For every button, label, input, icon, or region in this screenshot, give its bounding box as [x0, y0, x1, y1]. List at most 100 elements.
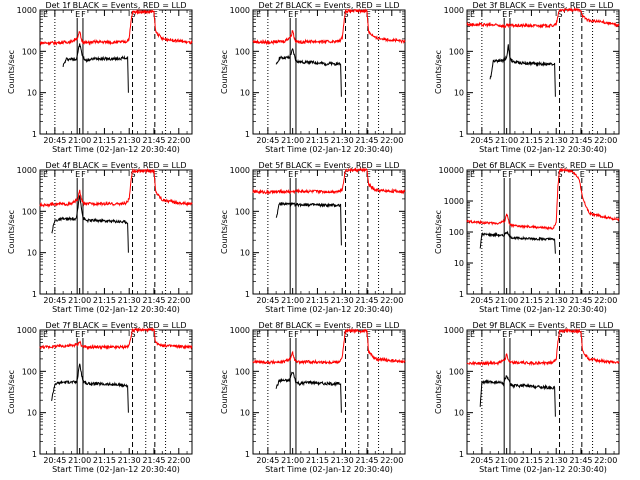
marker-letter: E	[153, 10, 158, 19]
y-tick-label: 1000	[17, 6, 37, 15]
marker-letter-box	[151, 330, 159, 338]
events-series-line	[275, 201, 342, 246]
x-tick-label: 22:00	[167, 456, 190, 465]
x-tick-label: 21:15	[93, 456, 116, 465]
x-axis-label: Start Time (02-Jan-12 20:30:40)	[265, 145, 393, 154]
x-tick-label: 21:45	[569, 456, 592, 465]
x-tick-label: 21:30	[331, 456, 354, 465]
detector-panel-7: Det 7f BLACK = Events, RED = LLD 1 10 100 10…	[7, 321, 193, 474]
x-tick-label: 21:00	[68, 456, 91, 465]
marker-letter: S	[557, 170, 562, 179]
y-axis-label: Counts/sec	[434, 370, 443, 414]
detector-panel-4: Det 4f BLACK = Events, RED = LLD 1 10 100 10…	[7, 161, 193, 314]
panel-title: Det 8f BLACK = Events, RED = LLD	[258, 321, 399, 330]
x-tick-label: 22:00	[167, 296, 190, 305]
lld-series-line	[39, 8, 193, 47]
events-series-line	[489, 44, 556, 97]
marker-letter-box	[342, 170, 350, 178]
plot-frame	[252, 9, 406, 135]
y-tick-label: 1	[32, 130, 37, 139]
x-tick-label: 21:30	[545, 296, 568, 305]
x-axis-label: Start Time (02-Jan-12 20:30:40)	[265, 465, 393, 474]
plot-frame	[466, 169, 620, 295]
panel-title: Det 3f BLACK = Events, RED = LLD	[472, 1, 613, 10]
y-tick-label: 10	[454, 89, 464, 98]
y-tick-label: 1000	[230, 166, 250, 175]
x-axis-label: Start Time (02-Jan-12 20:30:40)	[479, 305, 607, 314]
x-tick-label: 21:30	[545, 456, 568, 465]
y-tick-label: 1	[245, 450, 250, 459]
marker-letter: F	[81, 330, 86, 339]
marker-letter-box	[79, 330, 87, 338]
marker-letter-box	[501, 170, 509, 178]
marker-letter: E	[43, 330, 48, 339]
marker-letter: F	[294, 330, 299, 339]
x-tick-label: 21:00	[281, 296, 304, 305]
marker-letter-box	[74, 170, 82, 178]
x-tick-label: 21:15	[306, 296, 329, 305]
y-tick-label: 100	[449, 47, 464, 56]
marker-letter: S	[130, 10, 135, 19]
marker-letter-box	[342, 330, 350, 338]
plot-frame	[39, 329, 193, 455]
x-tick-label: 21:30	[331, 136, 354, 145]
marker-letter-box	[578, 330, 586, 338]
x-tick-label: 21:00	[281, 456, 304, 465]
x-tick-label: 21:15	[306, 456, 329, 465]
x-tick-label: 22:00	[594, 456, 617, 465]
marker-letter-box	[129, 10, 137, 18]
y-axis-label: Counts/sec	[7, 370, 16, 414]
marker-letter: S	[343, 330, 348, 339]
marker-letter-box	[151, 170, 159, 178]
y-tick-label: 100	[235, 207, 250, 216]
marker-letter: E	[580, 330, 585, 339]
marker-letter-box	[79, 10, 87, 18]
x-axis-label: Start Time (02-Jan-12 20:30:40)	[52, 465, 180, 474]
y-axis-label: Counts/sec	[220, 210, 229, 254]
x-tick-label: 21:45	[142, 296, 165, 305]
x-tick-label: 22:00	[594, 296, 617, 305]
y-tick-label: 10	[454, 409, 464, 418]
marker-letter-box	[556, 10, 564, 18]
marker-letter-box	[578, 170, 586, 178]
y-tick-label: 10	[240, 89, 250, 98]
x-tick-label: 22:00	[380, 136, 403, 145]
panel-title: Det 9f BLACK = Events, RED = LLD	[472, 321, 613, 330]
x-tick-label: 21:00	[495, 296, 518, 305]
marker-letter-box	[501, 330, 509, 338]
y-axis-label: Counts/sec	[7, 50, 16, 94]
y-tick-label: 100	[235, 47, 250, 56]
marker-letter-box	[287, 170, 295, 178]
x-tick-label: 21:45	[569, 296, 592, 305]
y-tick-label: 100	[235, 367, 250, 376]
marker-letter: E	[470, 10, 475, 19]
y-tick-label: 100	[22, 47, 37, 56]
x-tick-label: 21:00	[68, 296, 91, 305]
plot-frame	[466, 329, 620, 455]
plot-frame	[39, 9, 193, 135]
x-tick-label: 21:15	[93, 136, 116, 145]
x-tick-label: 21:45	[142, 456, 165, 465]
x-tick-label: 21:00	[281, 136, 304, 145]
events-series-line	[479, 230, 556, 254]
marker-letter: E	[502, 330, 507, 339]
marker-letter: E	[470, 170, 475, 179]
marker-letter: E	[366, 170, 371, 179]
marker-letter: E	[366, 10, 371, 19]
x-tick-label: 21:30	[118, 296, 141, 305]
marker-letter: E	[288, 10, 293, 19]
y-tick-label: 10	[27, 89, 37, 98]
x-tick-label: 21:30	[545, 136, 568, 145]
marker-letter-box	[292, 170, 300, 178]
panel-title: Det 4f BLACK = Events, RED = LLD	[45, 161, 186, 170]
lld-series-line	[466, 7, 620, 29]
x-tick-label: 22:00	[380, 456, 403, 465]
panel-title: Det 6f BLACK = Events, RED = LLD	[472, 161, 613, 170]
detector-panel-1: Det 1f BLACK = Events, RED = LLD 1 10 100 10…	[7, 1, 193, 154]
detector-panel-3: Det 3f BLACK = Events, RED = LLD 1 10 100 10…	[434, 1, 620, 154]
lld-series-line	[466, 167, 620, 231]
marker-letter: S	[130, 330, 135, 339]
marker-letter: E	[75, 330, 80, 339]
marker-letter: E	[256, 170, 261, 179]
